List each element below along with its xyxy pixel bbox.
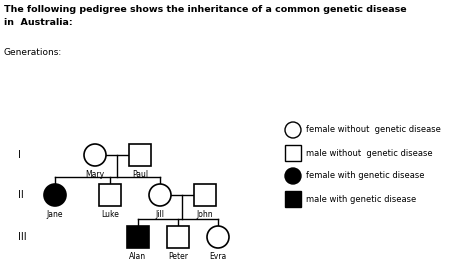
Text: female with genetic disease: female with genetic disease: [306, 171, 425, 180]
Text: II: II: [18, 190, 24, 200]
Text: John: John: [197, 210, 213, 219]
Bar: [167, 226, 189, 248]
Bar: [285, 145, 301, 161]
Text: male without  genetic disease: male without genetic disease: [306, 148, 433, 157]
Bar: [129, 144, 151, 166]
Text: Peter: Peter: [168, 252, 188, 261]
Text: The following pedigree shows the inheritance of a common genetic disease: The following pedigree shows the inherit…: [4, 5, 407, 14]
Circle shape: [149, 184, 171, 206]
Circle shape: [285, 168, 301, 184]
Circle shape: [285, 122, 301, 138]
Circle shape: [207, 226, 229, 248]
Text: Generations:: Generations:: [4, 48, 62, 57]
Text: Jane: Jane: [47, 210, 63, 219]
Text: Jill: Jill: [155, 210, 164, 219]
Text: III: III: [18, 232, 27, 242]
Bar: [285, 191, 301, 207]
Text: Evra: Evra: [210, 252, 227, 261]
Text: Luke: Luke: [101, 210, 119, 219]
Text: male with genetic disease: male with genetic disease: [306, 195, 416, 204]
Text: Paul: Paul: [132, 170, 148, 179]
Text: Alan: Alan: [129, 252, 146, 261]
Bar: [194, 184, 216, 206]
Text: in  Australia:: in Australia:: [4, 18, 73, 27]
Text: Mary: Mary: [85, 170, 105, 179]
Text: female without  genetic disease: female without genetic disease: [306, 126, 441, 135]
Bar: [127, 226, 149, 248]
Circle shape: [44, 184, 66, 206]
Circle shape: [84, 144, 106, 166]
Bar: [99, 184, 121, 206]
Text: I: I: [18, 150, 21, 160]
